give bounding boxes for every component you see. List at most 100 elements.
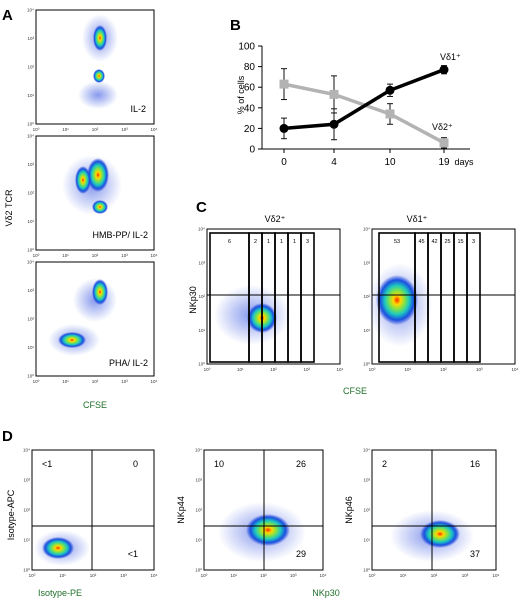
log-ytick-label: 10²: [23, 508, 30, 513]
log-xtick-label: 10³: [290, 573, 297, 578]
panel-d-ylabel-2: NKp44: [176, 496, 186, 524]
panel-b-series-label-2: Vδ2⁺: [432, 122, 453, 132]
panel-c-gate: [466, 232, 481, 363]
panel-d-ylabel-1: Isotype-APC: [6, 489, 16, 540]
panel-c-gate-value: 6: [228, 239, 231, 245]
log-ytick-label: 10²: [198, 294, 205, 299]
log-ytick-label: 10⁴: [27, 8, 34, 13]
log-xtick-label: 10⁴: [151, 253, 158, 258]
log-ytick-label: 10²: [363, 294, 370, 299]
log-xtick-label: 10²: [92, 127, 99, 132]
panel-c-xlabel: CFSE: [343, 386, 367, 396]
log-xtick-label: 10⁴: [493, 573, 500, 578]
panel-d-xlabel-left: Isotype-PE: [38, 588, 82, 598]
log-ytick-label: 10⁴: [198, 227, 205, 232]
log-ytick-label: 10³: [27, 162, 34, 167]
log-xtick-label: 10¹: [62, 379, 69, 384]
log-xtick-label: 10³: [121, 127, 128, 132]
panel-d-3-ul: 2: [382, 459, 387, 469]
panel-b-xtick-label: 10: [384, 157, 396, 168]
panel-d-3-ur: 16: [470, 459, 480, 469]
log-ytick-label: 10¹: [198, 328, 205, 333]
panel-a-ylabel: Vδ2 TCR: [4, 189, 14, 227]
log-ytick-label: 10⁴: [195, 448, 202, 453]
panel-b-ytick-label: 80: [244, 62, 256, 73]
log-xtick-label: 10²: [440, 367, 447, 372]
log-ytick-label: 10²: [195, 508, 202, 513]
panel-b-series-label-1: Vδ1⁺: [440, 52, 461, 62]
log-xtick-label: 10¹: [237, 367, 244, 372]
log-ytick-label: 10²: [363, 508, 370, 513]
panel-d-1-ur: 0: [133, 459, 138, 469]
log-ytick-label: 10¹: [363, 538, 370, 543]
log-xtick-label: 10⁰: [29, 573, 36, 578]
panel-c-ylabel: NKp30: [188, 286, 198, 314]
log-xtick-label: 10⁴: [512, 367, 519, 372]
log-tick-labels: 10⁰10⁰10¹10¹10²10²10³10³10⁴10⁴10⁰10⁰10¹1…: [23, 8, 518, 579]
panel-b-line-1: [283, 68, 445, 131]
log-xtick-label: 10¹: [400, 573, 407, 578]
panel-a-plot-3: PHA/ IL-2: [35, 261, 155, 377]
panel-d-plot-2: NKp44 10 26 29: [176, 449, 324, 571]
panel-a-xlabel: CFSE: [83, 400, 107, 410]
log-xtick-label: 10⁴: [151, 127, 158, 132]
panel-d-xlabel-right: NKp30: [312, 588, 340, 598]
panel-a-plot-2: HMB-PP/ IL-2: [35, 135, 155, 251]
panel-c-gate-value: 2: [254, 239, 257, 245]
panel-c-gate-value: 15: [457, 239, 463, 245]
log-xtick-label: 10²: [92, 379, 99, 384]
panel-b-point-s1: [439, 65, 449, 75]
panel-a-condition-1: IL-2: [130, 104, 146, 114]
log-xtick-label: 10²: [90, 573, 97, 578]
log-xtick-label: 10⁰: [204, 367, 211, 372]
log-xtick-label: 10²: [270, 367, 277, 372]
panel-c-gate-value: 1: [267, 239, 270, 245]
panel-c-plot-1: Vδ2⁺ 6 2 1 1 1 3: [206, 214, 341, 365]
panel-b-x-ticks: 0 4 10 19: [281, 149, 450, 168]
panel-b-point-s1: [329, 119, 339, 129]
log-xtick-label: 10⁴: [151, 573, 158, 578]
log-ytick-label: 10⁴: [363, 448, 370, 453]
log-ytick-label: 10⁰: [363, 362, 370, 367]
panel-c-title-2: Vδ1⁺: [407, 214, 428, 224]
log-xtick-label: 10⁰: [369, 367, 376, 372]
panel-b-point-s1: [385, 85, 395, 95]
log-xtick-label: 10³: [462, 573, 469, 578]
log-ytick-label: 10⁴: [363, 227, 370, 232]
panel-d-2-lr: 29: [296, 549, 306, 559]
log-ytick-label: 10²: [27, 65, 34, 70]
panel-b-x-unit: days: [454, 157, 474, 167]
panel-c-gate-value: 42: [431, 239, 437, 245]
log-xtick-label: 10³: [303, 367, 310, 372]
log-xtick-label: 10⁴: [151, 379, 158, 384]
log-ytick-label: 10³: [195, 478, 202, 483]
log-xtick-label: 10⁰: [201, 573, 208, 578]
panel-b: B % of cells 0 20 40 60 80 100 0 4 10 19 days Vδ…: [230, 17, 474, 168]
log-ytick-label: 10⁰: [23, 568, 30, 573]
panel-c-gate-value: 25: [444, 239, 450, 245]
panel-c-gate: [300, 232, 315, 363]
panel-c-label: C: [196, 199, 207, 216]
log-xtick-label: 10³: [121, 379, 128, 384]
log-xtick-label: 10²: [92, 253, 99, 258]
panel-b-ytick-label: 40: [244, 103, 256, 114]
log-xtick-label: 10¹: [230, 573, 237, 578]
log-ytick-label: 10¹: [363, 328, 370, 333]
log-ytick-label: 10¹: [23, 538, 30, 543]
log-xtick-label: 10⁰: [33, 127, 40, 132]
panel-b-point-s2: [279, 79, 289, 89]
panel-b-point-s2: [385, 109, 395, 119]
panel-c-title-1: Vδ2⁺: [265, 214, 286, 224]
log-xtick-label: 10⁴: [320, 573, 327, 578]
log-xtick-label: 10¹: [404, 367, 411, 372]
panel-d-1-ul: <1: [42, 459, 52, 469]
log-ytick-label: 10⁰: [363, 568, 370, 573]
panel-c-gate-value: 1: [280, 239, 283, 245]
panel-b-ytick-label: 0: [249, 145, 255, 156]
log-ytick-label: 10³: [27, 36, 34, 41]
panel-d-3-lr: 37: [470, 549, 480, 559]
log-ytick-label: 10⁴: [23, 448, 30, 453]
log-xtick-label: 10²: [431, 573, 438, 578]
panel-d-plot-1: Isotype-APC <1 0 <1: [6, 449, 155, 571]
panel-c-gate-value: 53: [394, 239, 400, 245]
